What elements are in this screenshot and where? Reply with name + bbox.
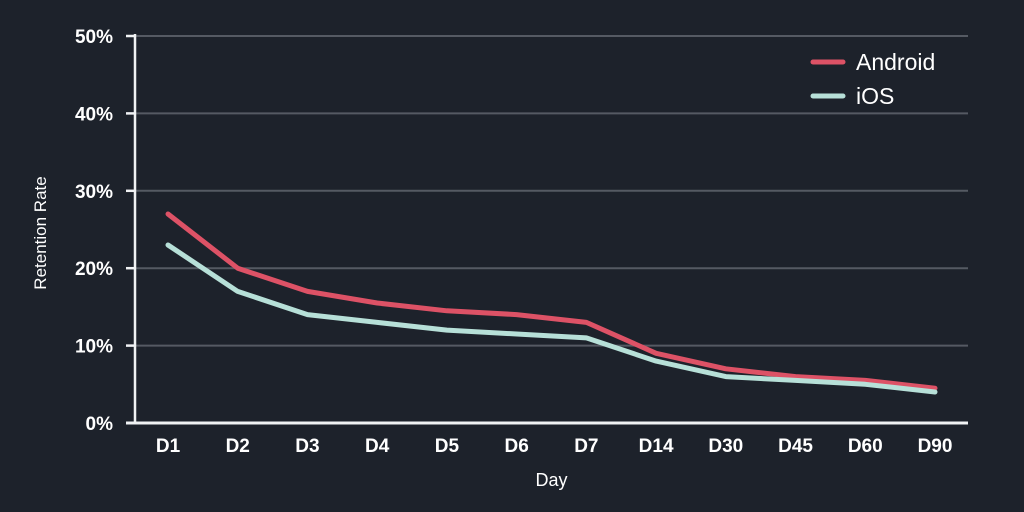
x-tick-label: D4 [365, 436, 390, 457]
y-tick-label: 10% [75, 337, 113, 358]
x-tick-label: D5 [435, 436, 460, 457]
legend-label-android: Android [856, 49, 935, 75]
y-tick-label: 50% [75, 27, 113, 48]
x-tick-label: D7 [574, 436, 598, 457]
x-tick-label: D1 [156, 436, 181, 457]
x-tick-label: D90 [918, 436, 953, 457]
x-tick-label: D3 [295, 436, 319, 457]
x-tick-label: D6 [504, 436, 528, 457]
x-tick-label: D45 [778, 436, 813, 457]
series-line-android [165, 211, 938, 391]
legend-label-ios: iOS [856, 83, 894, 109]
x-axis-title: Day [535, 470, 567, 490]
y-tick-label: 0% [86, 414, 114, 435]
y-tick-label: 20% [75, 259, 113, 280]
y-tick-label: 30% [75, 182, 113, 203]
x-tick-label: D60 [848, 436, 883, 457]
x-tick-label: D30 [708, 436, 743, 457]
x-tick-label: D14 [639, 436, 674, 457]
x-tick-label: D2 [226, 436, 250, 457]
series-line-ios [165, 242, 938, 395]
y-tick-label: 40% [75, 104, 113, 125]
y-axis-title: Retention Rate [31, 176, 50, 289]
